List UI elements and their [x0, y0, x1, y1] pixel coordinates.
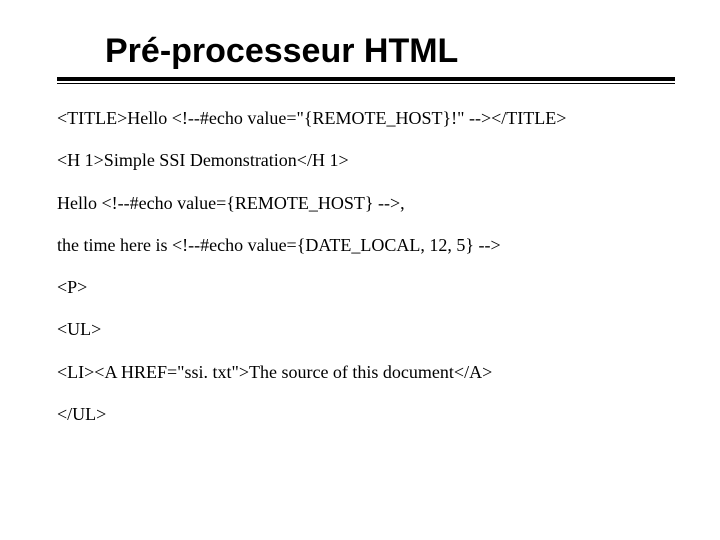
title-rule-thin	[57, 83, 675, 84]
code-line: <LI><A HREF="ssi. txt">The source of thi…	[57, 360, 675, 384]
code-line: </UL>	[57, 402, 675, 426]
code-line: <P>	[57, 275, 675, 299]
title-rule-thick	[57, 77, 675, 81]
slide: Pré-processeur HTML <TITLE>Hello <!--#ec…	[0, 0, 720, 464]
code-line: <UL>	[57, 317, 675, 341]
code-line: Hello <!--#echo value={REMOTE_HOST} -->,	[57, 191, 675, 215]
slide-title: Pré-processeur HTML	[105, 32, 675, 71]
code-line: <TITLE>Hello <!--#echo value="{REMOTE_HO…	[57, 106, 675, 130]
code-line: the time here is <!--#echo value={DATE_L…	[57, 233, 675, 257]
code-line: <H 1>Simple SSI Demonstration</H 1>	[57, 148, 675, 172]
